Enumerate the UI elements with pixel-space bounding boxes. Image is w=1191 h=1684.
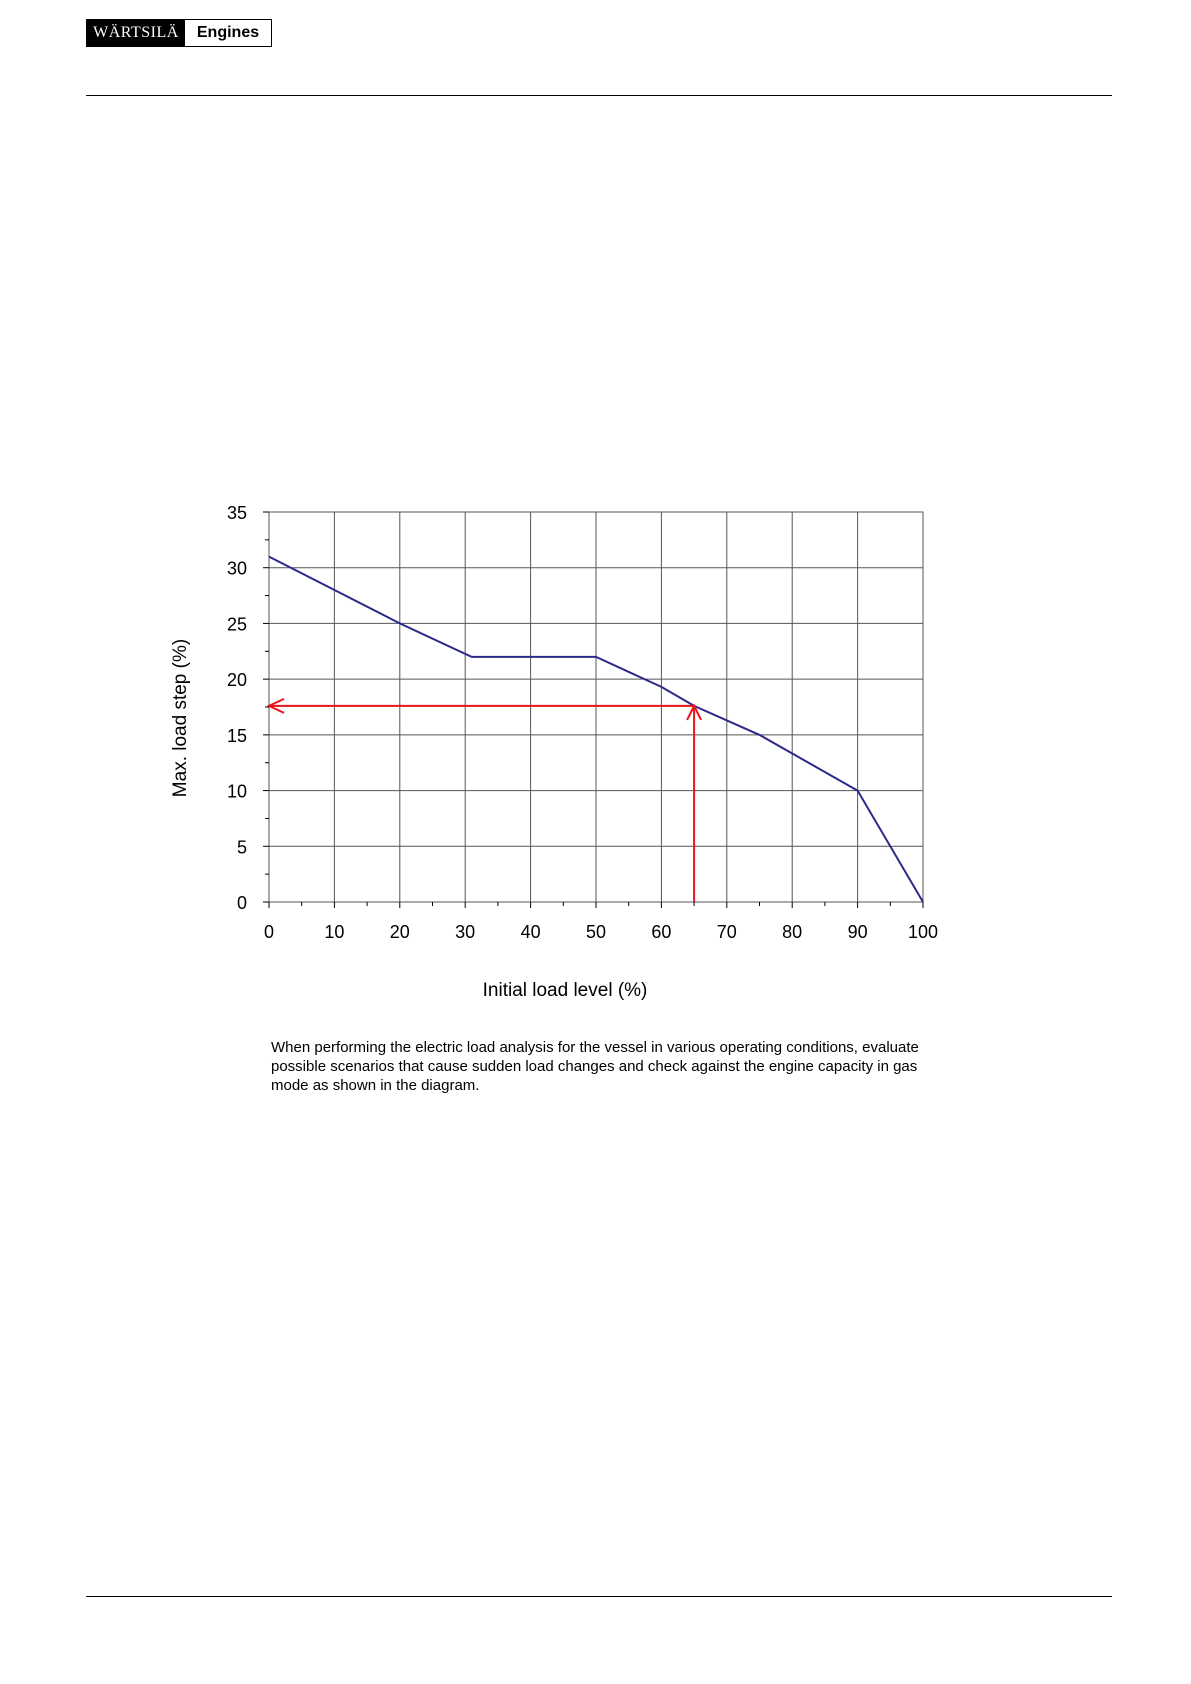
x-tick-label: 30: [455, 922, 475, 942]
logo-brand: WÄRTSILÄ: [87, 20, 185, 46]
x-tick-label: 90: [848, 922, 868, 942]
y-tick-labels: 0 5 10 15 20 25 30 35: [227, 503, 247, 913]
x-tick-label: 0: [264, 922, 274, 942]
x-tick-label: 20: [390, 922, 410, 942]
x-tick-labels: 0 10 20 30 40 50 60 70 80 90 100: [264, 922, 938, 942]
chart-series: [268, 555, 924, 903]
header-rule: [86, 95, 1112, 96]
chart-grid: [268, 511, 924, 903]
footer-rule: [86, 1596, 1112, 1597]
logo-product: Engines: [185, 20, 271, 46]
series-line-0: [268, 555, 924, 903]
y-axis-label: Max. load step (%): [170, 639, 191, 797]
y-tick-label: 15: [227, 726, 247, 746]
caption-text: When performing the electric load analys…: [271, 1039, 919, 1094]
y-tick-label: 35: [227, 503, 247, 523]
x-tick-label: 80: [782, 922, 802, 942]
x-axis-label: Initial load level (%): [483, 980, 648, 1000]
x-tick-label: 50: [586, 922, 606, 942]
x-tick-label: 70: [717, 922, 737, 942]
y-tick-label: 20: [227, 670, 247, 690]
x-tick-label: 40: [521, 922, 541, 942]
chart-annotation: [266, 697, 702, 902]
chart-minor-ticks: [263, 511, 924, 908]
wartsila-logo: WÄRTSILÄ Engines: [86, 19, 272, 47]
x-tick-label: 10: [324, 922, 344, 942]
load-step-chart: 0 10 20 30 40 50 60 70 80 90 100 0 5 10 15 20 25 30 35 In…: [170, 503, 938, 1000]
y-tick-label: 5: [237, 837, 247, 857]
x-tick-label: 100: [908, 922, 938, 942]
annotation-left-arrowhead: [266, 697, 285, 714]
y-tick-label: 0: [237, 893, 247, 913]
y-tick-label: 30: [227, 559, 247, 579]
x-tick-label: 60: [651, 922, 671, 942]
y-tick-label: 10: [227, 782, 247, 802]
y-tick-label: 25: [227, 614, 247, 634]
